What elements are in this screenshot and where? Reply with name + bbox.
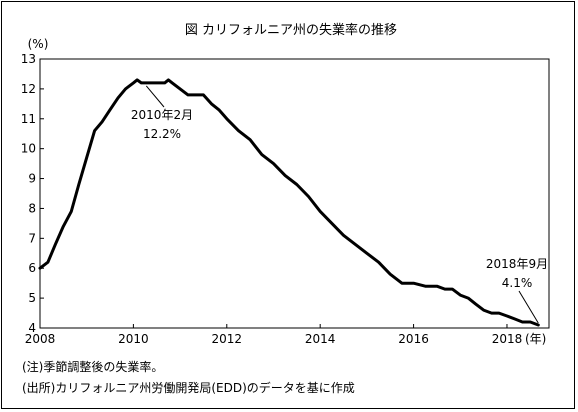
y-axis: 4 5 6 7 8 9 10 11 12 13 [21,52,44,335]
x-tick-label: 2014 [305,332,336,346]
y-tick-label: 4 [28,321,36,335]
y-tick-label: 5 [28,291,36,305]
x-tick-label: 2016 [398,332,429,346]
plot-area [39,58,550,329]
annotation-latest-value: 4.1% [502,276,533,290]
y-tick-label: 6 [28,261,36,275]
x-tick-label: 2008 [25,332,56,346]
unemployment-rate-line [38,78,540,327]
annotations: 2010年2月 12.2% 2018年9月 4.1% [131,85,548,324]
note-seasonal-adjustment: (注)季節調整後の失業率。 [22,360,164,374]
x-tick-label: 2012 [212,332,243,346]
annotation-peak-date: 2010年2月 [131,108,193,122]
chart-title: 図 カリフォルニア州の失業率の推移 [185,22,397,38]
y-tick-label: 10 [21,142,36,156]
x-axis-unit-label: (年) [525,332,546,346]
y-axis-unit-label: (%) [28,37,49,51]
annotation-latest-leader [518,290,539,324]
x-tick-label: 2018 [492,332,523,346]
y-tick-label: 11 [21,112,36,126]
y-tick-label: 8 [28,201,36,215]
x-axis: 2008 2010 2012 2014 2016 2018 [25,324,523,346]
annotation-latest-date: 2018年9月 [486,257,548,271]
y-tick-label: 12 [21,82,36,96]
note-source: (出所)カリフォルニア州労働開発局(EDD)のデータを基に作成 [22,381,355,395]
annotation-peak-value: 12.2% [143,127,181,141]
annotation-peak-leader [145,85,165,108]
y-tick-label: 9 [28,172,36,186]
y-tick-label: 13 [21,52,36,66]
x-tick-label: 2010 [118,332,149,346]
y-tick-label: 7 [28,231,36,245]
series-layer [38,78,540,327]
